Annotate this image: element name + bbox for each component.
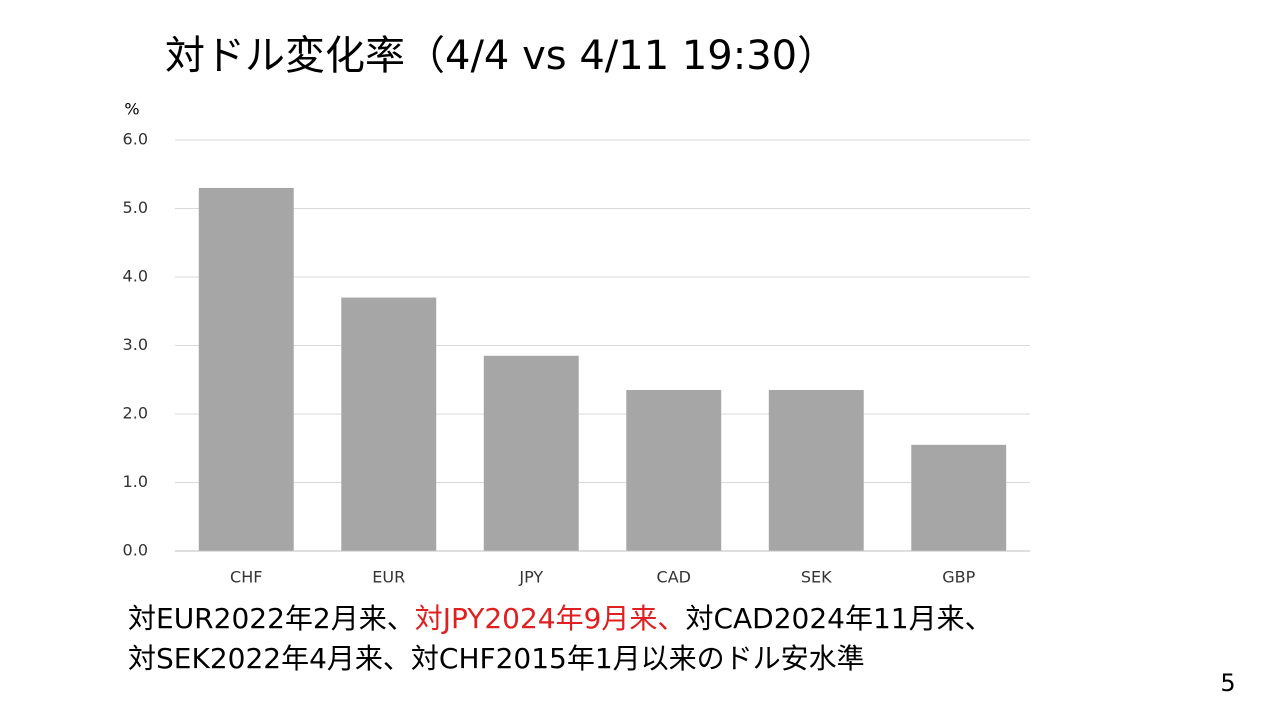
- bar: [768, 390, 864, 551]
- bar: [341, 297, 437, 551]
- x-tick-label: EUR: [372, 568, 405, 587]
- page-number: 5: [1220, 669, 1235, 697]
- annotation-line: 対SEK2022年4月来、対CHF2015年1月以来のドル安水準: [128, 642, 865, 675]
- x-tick-label: CHF: [230, 568, 262, 587]
- bar: [911, 444, 1007, 551]
- x-tick-label: GBP: [942, 568, 975, 587]
- chart-title: 対ドル変化率（4/4 vs 4/11 19:30）: [165, 33, 837, 79]
- y-axis-label: %: [124, 100, 139, 119]
- annotation-segment: 対CAD2024年11月来、: [685, 602, 992, 635]
- bar: [483, 355, 579, 551]
- annotation-segment: 対SEK2022年4月来、対CHF2015年1月以来のドル安水準: [128, 642, 865, 675]
- bar: [626, 390, 722, 551]
- y-tick-label: 5.0: [123, 198, 148, 217]
- y-tick-label: 4.0: [123, 267, 148, 286]
- annotation-segment: 対EUR2022年2月来、: [128, 602, 415, 635]
- y-tick-label: 1.0: [123, 472, 148, 491]
- y-tick-label: 6.0: [123, 130, 148, 149]
- annotation-line: 対EUR2022年2月来、対JPY2024年9月来、対CAD2024年11月来、: [128, 602, 993, 635]
- annotation-segment: 対JPY2024年9月来、: [415, 602, 686, 635]
- bar: [198, 187, 294, 551]
- y-tick-label: 2.0: [123, 404, 148, 423]
- x-tick-label: SEK: [801, 568, 832, 587]
- y-tick-label: 0.0: [123, 541, 148, 560]
- y-tick-label: 3.0: [123, 335, 148, 354]
- x-tick-label: JPY: [518, 568, 543, 587]
- x-tick-label: CAD: [657, 568, 691, 587]
